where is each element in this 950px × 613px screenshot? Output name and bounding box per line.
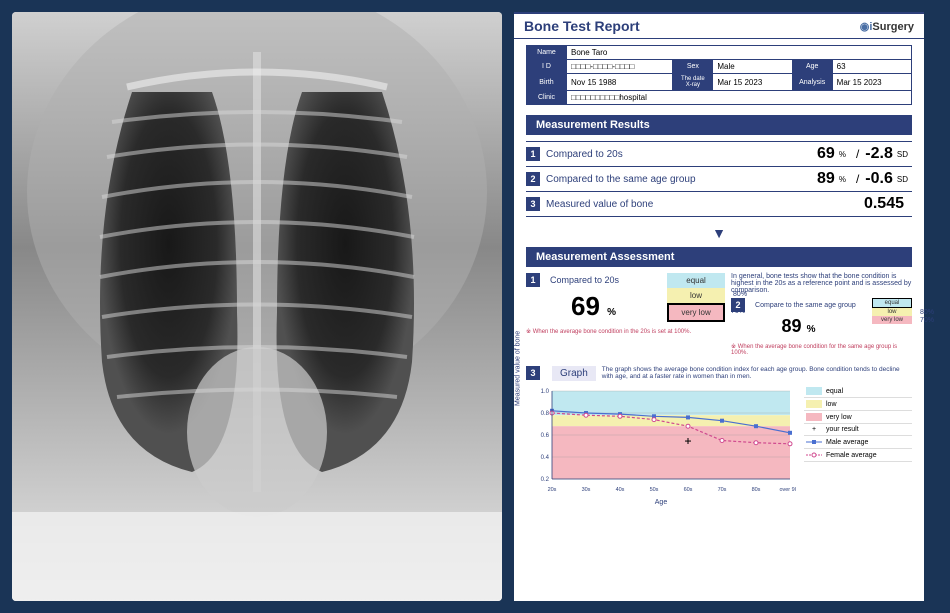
svg-text:0.4: 0.4 <box>541 455 550 461</box>
svg-text:30s: 30s <box>582 487 591 493</box>
svg-text:0.8: 0.8 <box>541 411 550 417</box>
report-panel: Bone Test Report ◉iSurgery NameBone Taro… <box>514 12 924 601</box>
patient-info: NameBone Taro I D□□□□-□□□□-□□□□SexMaleAg… <box>514 39 924 111</box>
svg-text:20s: 20s <box>548 487 557 493</box>
svg-text:0.2: 0.2 <box>541 477 550 483</box>
chart-legend: equallowvery low+your resultMale average… <box>804 385 912 495</box>
arrow-down-icon: ▼ <box>526 223 912 243</box>
gauge-left: equallow80%very low70% <box>667 273 725 322</box>
svg-text:over 90s: over 90s <box>779 487 796 493</box>
assessment-heading: Measurement Assessment <box>526 247 912 267</box>
line-chart: Measured value of bone 1.00.80.60.40.220… <box>526 385 796 495</box>
svg-text:80s: 80s <box>752 487 761 493</box>
report-title: Bone Test Report <box>524 18 860 34</box>
graph-section: 3 Graph The graph shows the average bone… <box>514 362 924 499</box>
svg-text:70s: 70s <box>718 487 727 493</box>
results-list: 1Compared to 20s69%/-2.8SD2Compared to t… <box>514 135 924 223</box>
assess-left-value: 69 % <box>526 291 661 322</box>
svg-text:60s: 60s <box>684 487 693 493</box>
xray-image <box>12 12 502 601</box>
logo: ◉iSurgery <box>860 20 914 33</box>
svg-text:40s: 40s <box>616 487 625 493</box>
svg-text:50s: 50s <box>650 487 659 493</box>
assess-right-value: 89 % <box>731 316 866 337</box>
svg-text:1.0: 1.0 <box>541 389 550 395</box>
report-header: Bone Test Report ◉iSurgery <box>514 12 924 39</box>
svg-text:0.6: 0.6 <box>541 433 550 439</box>
results-heading: Measurement Results <box>526 115 912 135</box>
gauge-right: equallow80%very low70% <box>872 298 912 324</box>
assessment-block: 1Compared to 20s 69 % equallow80%very lo… <box>514 267 924 362</box>
